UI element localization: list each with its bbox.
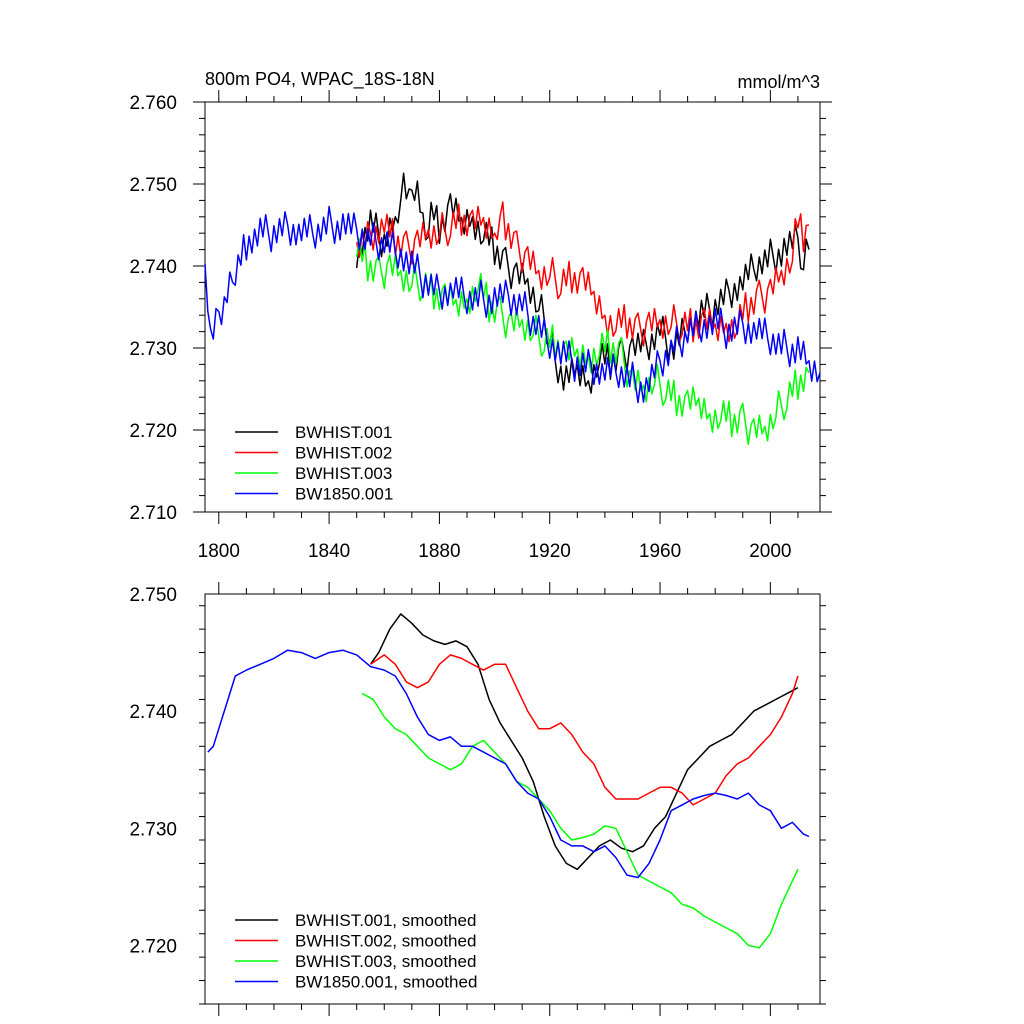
bottom-y-tick-label: 2.740	[129, 702, 177, 723]
top-legend-label: BWHIST.002	[295, 444, 392, 463]
top-y-tick-label: 2.760	[129, 93, 177, 114]
bottom-legend-label: BWHIST.003, smoothed	[295, 952, 476, 971]
bottom-y-tick-label: 2.730	[129, 819, 177, 840]
bottom-panel: 2.720 2.730 2.740 2.750 BWHIST.001, smoothed…	[129, 582, 826, 1016]
bottom-series-line-1	[370, 654, 799, 806]
top-legend-label: BWHIST.001	[295, 423, 392, 442]
bottom-legend-label: BWHIST.001, smoothed	[295, 911, 476, 930]
top-series-line-0	[355, 172, 810, 394]
top-x-tick-label: 1920	[529, 541, 571, 562]
bottom-legend-label: BW1850.001, smoothed	[295, 973, 477, 992]
top-y-tick-label: 2.710	[129, 503, 177, 524]
top-x-tick-label: 1840	[308, 541, 350, 562]
top-x-tick-label: 2000	[749, 541, 791, 562]
top-x-tick-label: 1960	[639, 541, 681, 562]
bottom-legend-label: BWHIST.002, smoothed	[295, 932, 476, 951]
bottom-series-line-2	[361, 692, 799, 949]
bottom-series-line-0	[369, 613, 799, 871]
top-x-tick-label: 1880	[418, 541, 460, 562]
top-y-tick-label: 2.730	[129, 339, 177, 360]
bottom-series-line-3	[207, 649, 810, 879]
bottom-y-tick-label: 2.720	[129, 936, 177, 957]
top-series-line-1	[355, 201, 810, 347]
bottom-y-tick-label: 2.750	[129, 585, 177, 606]
top-y-tick-label: 2.720	[129, 421, 177, 442]
top-chart-units: mmol/m^3	[738, 72, 820, 92]
bottom-plot-frame	[204, 593, 821, 1005]
top-chart-title: 800m PO4, WPAC_18S-18N	[205, 69, 435, 90]
top-y-tick-label: 2.740	[129, 257, 177, 278]
top-plot-frame	[204, 101, 821, 513]
top-y-tick-label: 2.750	[129, 175, 177, 196]
top-series-line-3	[204, 205, 821, 404]
top-legend-label: BW1850.001	[295, 485, 393, 504]
top-x-tick-label: 1800	[198, 541, 240, 562]
top-panel: 800m PO4, WPAC_18S-18N mmol/m^3 1800 1840…	[129, 69, 832, 562]
top-legend-label: BWHIST.003	[295, 464, 392, 483]
